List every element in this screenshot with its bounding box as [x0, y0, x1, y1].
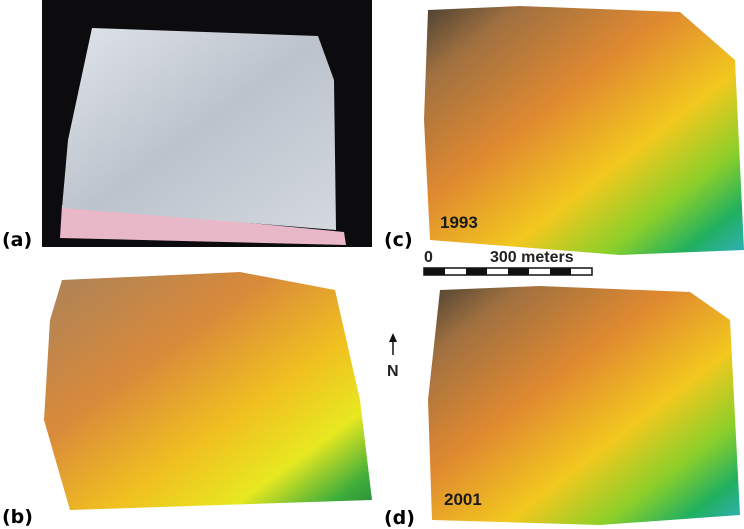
terrain-model [62, 28, 336, 230]
panel-label: (a) [2, 229, 32, 251]
panel-label: (d) [384, 507, 415, 529]
scale-segment [466, 268, 487, 275]
scale-end: 300 meters [490, 249, 574, 266]
year-label: 2001 [444, 490, 482, 509]
scale-segment [508, 268, 529, 275]
figure: (a) (b) 1993 (c) 0 300 meters N 2001 (d) [0, 0, 744, 529]
scale-start: 0 [424, 249, 433, 266]
year-label: 1993 [440, 213, 478, 232]
terrain-render [44, 272, 372, 510]
north-arrowhead [389, 333, 397, 342]
north-label: N [387, 363, 399, 380]
scale-segment [424, 268, 445, 275]
scale-segment [550, 268, 571, 275]
panel-label: (b) [2, 506, 33, 528]
panel-label: (c) [384, 229, 413, 251]
